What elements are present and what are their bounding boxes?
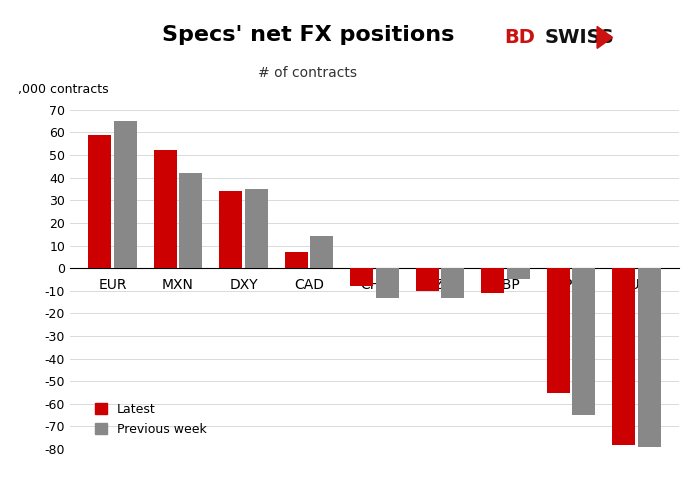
Text: SWISS: SWISS <box>545 28 615 47</box>
Bar <box>350 268 373 286</box>
Bar <box>179 173 202 268</box>
Bar <box>376 268 399 297</box>
Bar <box>310 237 333 268</box>
Bar <box>481 268 504 293</box>
Bar <box>507 268 530 279</box>
Bar <box>114 121 136 268</box>
Bar <box>612 268 635 445</box>
Bar <box>638 268 661 447</box>
Legend: Latest, Previous week: Latest, Previous week <box>94 403 206 436</box>
Bar <box>416 268 439 291</box>
Text: ,000 contracts: ,000 contracts <box>18 83 109 96</box>
Bar <box>219 191 242 268</box>
Bar <box>154 151 176 268</box>
Text: # of contracts: # of contracts <box>258 66 358 80</box>
Bar <box>573 268 595 415</box>
Bar <box>88 135 111 268</box>
Bar <box>245 189 268 268</box>
Text: Specs' net FX positions: Specs' net FX positions <box>162 25 454 45</box>
Bar <box>441 268 464 297</box>
Bar <box>285 252 308 268</box>
Text: BD: BD <box>504 28 535 47</box>
Bar <box>547 268 570 393</box>
